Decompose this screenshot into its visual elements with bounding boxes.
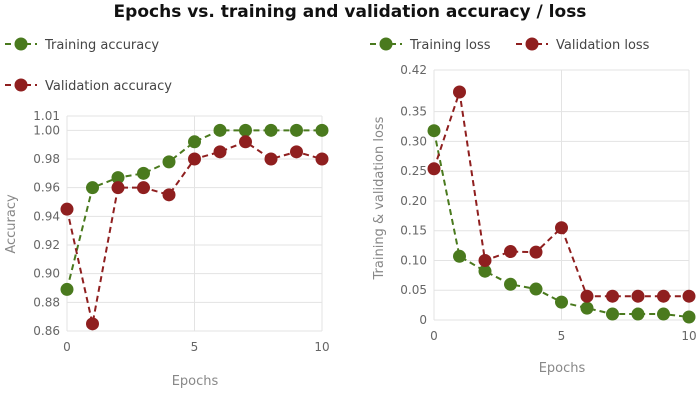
y-tick-label: 0.15 [400,224,427,238]
y-tick-label: 0.86 [33,324,60,338]
accuracy-chart: 0.86 0.88 0.90 0.92 0.94 0.96 0.98 1.001.01 0 5 10… [4,37,330,389]
data-point [111,171,125,185]
y-tick-label: 0.30 [400,134,427,148]
data-point [290,145,303,159]
data-point [137,166,150,180]
data-point [60,282,74,296]
data-point [453,249,466,263]
y-tick-label: 0.10 [400,253,427,267]
data-point [188,135,201,149]
data-point [657,289,670,303]
y-tick-label: 0.42 [400,63,427,77]
data-point [162,155,176,169]
data-point [657,307,670,321]
data-point [580,301,594,315]
y-tick-label: 0.20 [400,194,427,208]
x-axis-label: Epochs [172,374,219,389]
legend-label: Validation accuracy [45,79,172,94]
legend-marker [14,78,28,92]
data-point [111,181,125,195]
legend-marker [14,37,28,51]
data-point [86,181,99,195]
data-point [631,289,645,303]
legend-label: Training loss [409,38,491,53]
series-line [66,129,322,290]
data-point [478,264,492,278]
x-tick-label: 10 [681,329,696,343]
data-point [682,310,696,324]
legend-label: Training accuracy [44,38,159,53]
page-title: Epochs vs. training and validation accur… [113,2,587,22]
y-tick-label: 0.35 [400,105,427,119]
x-tick-label: 5 [558,329,566,343]
data-point [529,245,543,259]
data-point [315,123,329,137]
y-axis-label: Accuracy [4,194,19,254]
data-point [427,162,441,176]
data-point [555,295,568,309]
y-tick-label: 0.25 [400,164,427,178]
data-point [453,85,466,99]
y-tick-label: 0.90 [33,267,60,281]
data-point [529,282,543,296]
data-point [290,123,303,137]
data-point [555,221,568,235]
data-point [580,289,594,303]
data-point [213,123,227,137]
data-point [504,245,517,259]
y-tick-label: 0.98 [33,152,60,166]
legend-label: Validation loss [556,38,650,53]
data-point [162,188,176,202]
y-tick-label: 0 [419,313,427,327]
loss-chart: 0 0.05 0.10 0.15 0.20 0.25 0.30 0.35 0.42 0 5 10 Epo… [370,37,697,376]
data-point [239,123,252,137]
data-point [239,135,252,149]
data-point [264,152,278,166]
legend-marker [379,37,393,51]
y-tick-label: 1.01 [33,109,60,123]
data-point [315,152,329,166]
series-line [433,91,689,298]
x-tick-label: 5 [191,340,199,354]
y-tick-label: 0.92 [33,238,60,252]
y-tick-label: 0.05 [400,283,427,297]
y-tick-label: 1.00 [33,123,60,137]
data-point [137,181,150,195]
y-tick-label: 0.94 [33,209,60,223]
data-point [606,289,619,303]
y-tick-label: 0.88 [33,295,60,309]
x-tick-label: 10 [314,340,329,354]
data-point [60,202,74,216]
data-point [264,123,278,137]
data-point [427,124,441,138]
data-point [213,145,227,159]
y-tick-label: 0.96 [33,181,60,195]
data-point [478,253,492,267]
data-point [86,317,99,331]
y-axis-label: Training & validation loss [372,116,387,280]
x-axis-label: Epochs [539,361,586,376]
data-point [606,307,619,321]
x-tick-label: 0 [63,340,71,354]
data-point [682,289,696,303]
data-point [188,152,201,166]
legend-marker [525,37,539,51]
data-point [631,307,645,321]
x-tick-label: 0 [430,329,438,343]
data-point [504,277,517,291]
